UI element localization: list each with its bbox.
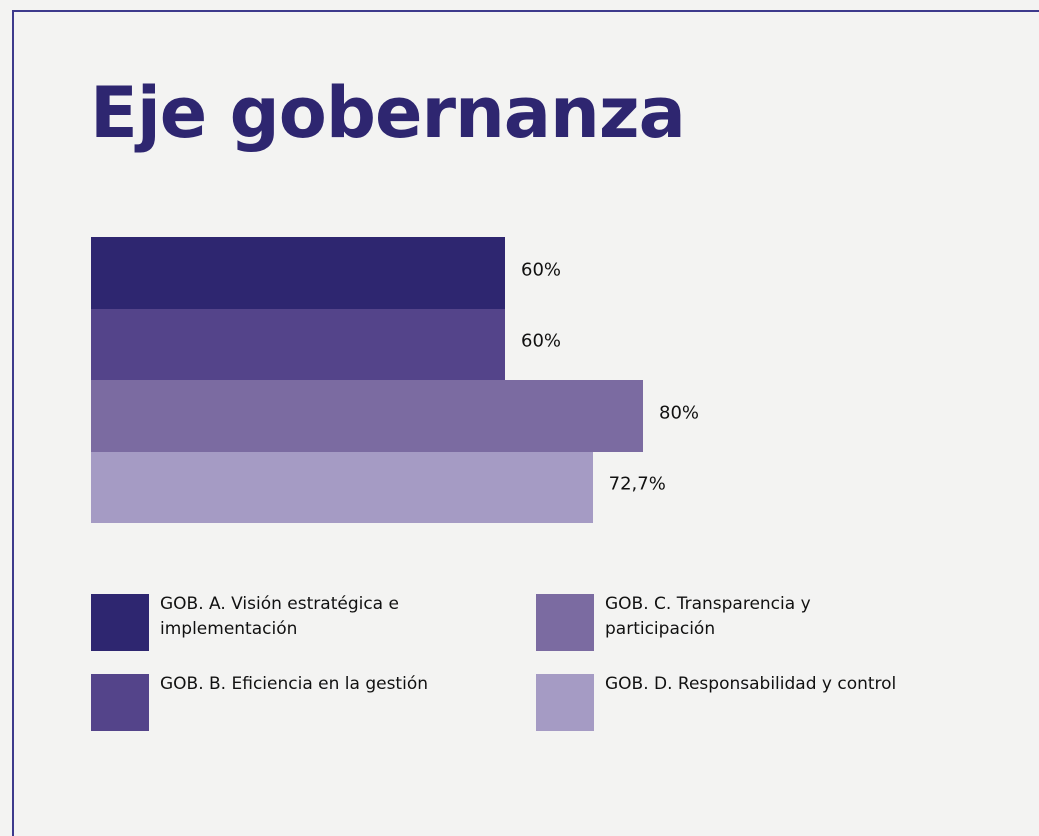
chart-title: Eje gobernanza xyxy=(90,72,686,154)
legend-swatch xyxy=(536,594,594,651)
value-label: 60% xyxy=(521,330,562,352)
value-label: 60% xyxy=(521,259,562,281)
bar xyxy=(91,237,505,309)
legend-swatch xyxy=(536,674,594,731)
value-label: 72,7% xyxy=(608,473,666,495)
bar xyxy=(91,308,505,380)
bar xyxy=(91,451,593,523)
bar xyxy=(91,380,643,452)
value-label: 80% xyxy=(659,402,700,424)
legend-swatch xyxy=(91,594,149,651)
legend-label: GOB. C. Transparencia y participación xyxy=(605,594,811,639)
frame xyxy=(12,10,1039,836)
legend-label: GOB. B. Eficiencia en la gestión xyxy=(160,674,428,694)
legend-label: GOB. A. Visión estratégica e implementac… xyxy=(160,594,399,639)
legend-swatch xyxy=(91,674,149,731)
legend-label: GOB. D. Responsabilidad y control xyxy=(605,674,897,694)
